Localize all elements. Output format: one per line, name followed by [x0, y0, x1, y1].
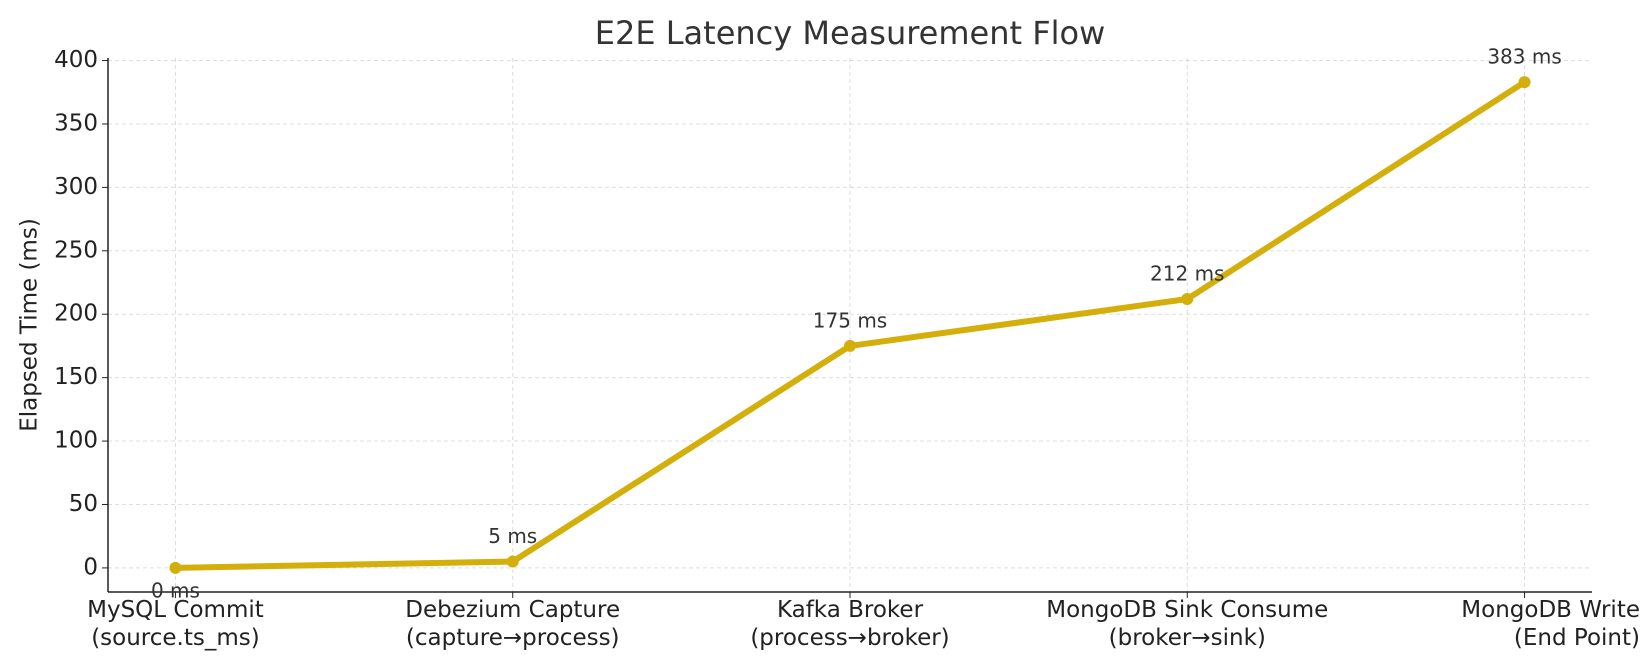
point: [1181, 292, 1194, 305]
y-tick-label: 200: [54, 301, 98, 327]
y-tick-label: 0: [83, 554, 98, 580]
y-tick-label: 100: [54, 428, 98, 454]
point: [844, 339, 856, 352]
point: [1518, 76, 1531, 89]
y-tick-label: 150: [54, 364, 98, 390]
chart-title: E2E Latency Measurement Flow: [595, 14, 1106, 52]
y-tick-label: 50: [69, 491, 98, 517]
y-axis-label: Elapsed Time (ms): [17, 218, 43, 432]
x-tick-label: MySQL Commit (source.ts_ms): [87, 597, 264, 651]
point: [506, 555, 519, 568]
y-tick-label: 300: [54, 174, 98, 200]
data-label: 5 ms: [488, 524, 537, 548]
y-tick-label: 350: [54, 110, 98, 136]
x-tick-label: MongoDB Write (End Point): [1461, 597, 1640, 651]
point: [169, 561, 182, 574]
data-label: 383 ms: [1487, 45, 1561, 69]
data-label: 0 ms: [151, 578, 200, 602]
y-tick-label: 250: [54, 237, 98, 263]
y-tick-label: 400: [54, 47, 98, 73]
data-label: 212 ms: [1150, 261, 1224, 285]
x-tick-label: Debezium Capture (capture→process): [405, 597, 621, 651]
x-tick-label: MongoDB Sink Consume (broker→sink): [1046, 597, 1329, 651]
data-label: 175 ms: [813, 308, 887, 332]
x-tick-label: Kafka Broker (process→broker): [750, 597, 950, 651]
